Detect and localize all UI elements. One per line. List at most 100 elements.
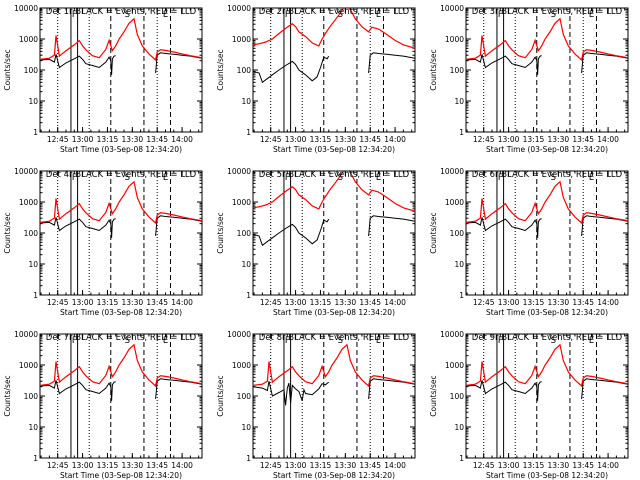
interval-marker-label: F <box>285 336 290 346</box>
y-tick-label: 10 <box>241 97 251 106</box>
x-axis-label: Start Time (03-Sep-08 12:34:20) <box>273 145 395 154</box>
x-tick-label: 13:45 <box>146 461 168 470</box>
y-tick-label: 1000 <box>232 361 251 370</box>
series-events <box>40 217 116 238</box>
y-tick-label: 10000 <box>227 330 251 339</box>
y-tick-label: 1000 <box>19 361 38 370</box>
chart-title: Det 5r BLACK = Events, RED = LLD <box>259 170 410 180</box>
x-tick-label: 12:45 <box>473 135 495 144</box>
x-tick-label: 13:45 <box>146 135 168 144</box>
plot-frame <box>252 170 416 296</box>
series-events <box>368 52 415 74</box>
plot-frame <box>465 7 629 133</box>
series-events <box>253 381 330 406</box>
panel-6: 1 10 100 1000 10000 12:45 13:00 13:15 13:30 13:45… <box>429 167 629 317</box>
x-tick-label: 14:00 <box>597 461 619 470</box>
y-tick-label: 1 <box>33 128 38 137</box>
y-tick-label: 10 <box>454 423 464 432</box>
x-tick-label: 13:30 <box>548 135 570 144</box>
plot-frame <box>252 333 416 459</box>
x-tick-label: 13:00 <box>285 135 307 144</box>
y-tick-label: 1000 <box>445 198 464 207</box>
chart-title: Det 7r BLACK = Events, RED = LLD <box>46 333 197 343</box>
interval-marker-label: S <box>338 10 343 20</box>
interval-marker-label: E <box>376 336 381 346</box>
interval-marker-label: F <box>498 173 503 183</box>
y-tick-label: 1 <box>246 128 251 137</box>
x-tick-label: 13:15 <box>97 461 119 470</box>
panel-4: 1 10 100 1000 10000 12:45 13:00 13:15 13:30 13:45… <box>3 167 203 317</box>
x-tick-label: 13:00 <box>498 298 520 307</box>
x-tick-label: 13:15 <box>523 461 545 470</box>
x-tick-label: 14:00 <box>384 298 406 307</box>
interval-marker-label: F <box>72 336 77 346</box>
x-tick-label: 13:15 <box>310 461 332 470</box>
interval-marker-label: F <box>285 10 290 20</box>
series-events <box>581 215 628 237</box>
x-tick-label: 13:45 <box>146 298 168 307</box>
interval-marker-label: E <box>376 10 381 20</box>
y-axis-label: Counts/sec <box>3 212 12 253</box>
interval-marker-label: S <box>551 173 556 183</box>
chart-title: Det 4r BLACK = Events, RED = LLD <box>46 170 197 180</box>
x-axis-label: Start Time (03-Sep-08 12:34:20) <box>486 471 608 480</box>
series-events <box>155 215 202 237</box>
x-tick-label: 13:00 <box>498 135 520 144</box>
interval-marker-label: E <box>163 173 168 183</box>
x-tick-label: 13:30 <box>122 298 144 307</box>
x-axis-label: Start Time (03-Sep-08 12:34:20) <box>60 308 182 317</box>
chart-title: Det 2r BLACK = Events, RED = LLD <box>259 7 410 17</box>
y-tick-label: 10000 <box>440 330 464 339</box>
x-tick-label: 12:45 <box>47 135 69 144</box>
series-lld <box>253 171 415 212</box>
y-tick-label: 10000 <box>440 4 464 13</box>
y-tick-label: 10000 <box>440 167 464 176</box>
series-events <box>253 218 330 247</box>
x-tick-label: 13:30 <box>548 298 570 307</box>
panel-1: 1 10 100 1000 10000 12:45 13:00 13:15 13:30 13:45… <box>3 4 203 154</box>
y-tick-label: 1000 <box>445 35 464 44</box>
series-events <box>155 378 202 400</box>
x-tick-label: 13:45 <box>359 135 381 144</box>
panel-7: 1 10 100 1000 10000 12:45 13:00 13:15 13:30 13:45… <box>3 330 203 480</box>
y-tick-label: 10000 <box>14 4 38 13</box>
x-tick-label: 13:30 <box>122 461 144 470</box>
x-tick-label: 14:00 <box>597 135 619 144</box>
y-tick-label: 100 <box>24 229 39 238</box>
y-axis-label: Counts/sec <box>216 49 225 90</box>
y-tick-label: 1 <box>246 454 251 463</box>
y-axis-label: Counts/sec <box>216 375 225 416</box>
series-events <box>466 217 542 238</box>
y-tick-label: 10 <box>28 97 38 106</box>
x-tick-label: 13:30 <box>122 135 144 144</box>
series-lld <box>466 343 628 388</box>
interval-marker-label: F <box>72 173 77 183</box>
x-axis-label: Start Time (03-Sep-08 12:34:20) <box>60 471 182 480</box>
interval-marker-label: E <box>589 173 594 183</box>
x-tick-label: 13:15 <box>97 135 119 144</box>
x-axis-label: Start Time (03-Sep-08 12:34:20) <box>273 308 395 317</box>
interval-marker-label: S <box>125 336 130 346</box>
x-tick-label: 13:15 <box>97 298 119 307</box>
x-tick-label: 13:30 <box>548 461 570 470</box>
series-lld <box>466 17 628 62</box>
series-events <box>581 378 628 400</box>
y-tick-label: 1 <box>459 454 464 463</box>
y-tick-label: 10 <box>454 97 464 106</box>
y-tick-label: 1000 <box>19 198 38 207</box>
chart-title: Det 3r BLACK = Events, RED = LLD <box>472 7 623 17</box>
interval-marker-label: E <box>163 10 168 20</box>
y-axis-label: Counts/sec <box>216 212 225 253</box>
x-tick-label: 13:00 <box>285 461 307 470</box>
x-tick-label: 13:45 <box>572 298 594 307</box>
y-tick-label: 100 <box>237 392 252 401</box>
interval-marker-label: F <box>72 10 77 20</box>
x-tick-label: 13:15 <box>310 135 332 144</box>
y-axis-label: Counts/sec <box>3 49 12 90</box>
series-events <box>466 380 542 401</box>
x-tick-label: 13:15 <box>523 135 545 144</box>
x-tick-label: 12:45 <box>473 461 495 470</box>
series-lld <box>253 343 415 388</box>
y-tick-label: 1 <box>459 291 464 300</box>
